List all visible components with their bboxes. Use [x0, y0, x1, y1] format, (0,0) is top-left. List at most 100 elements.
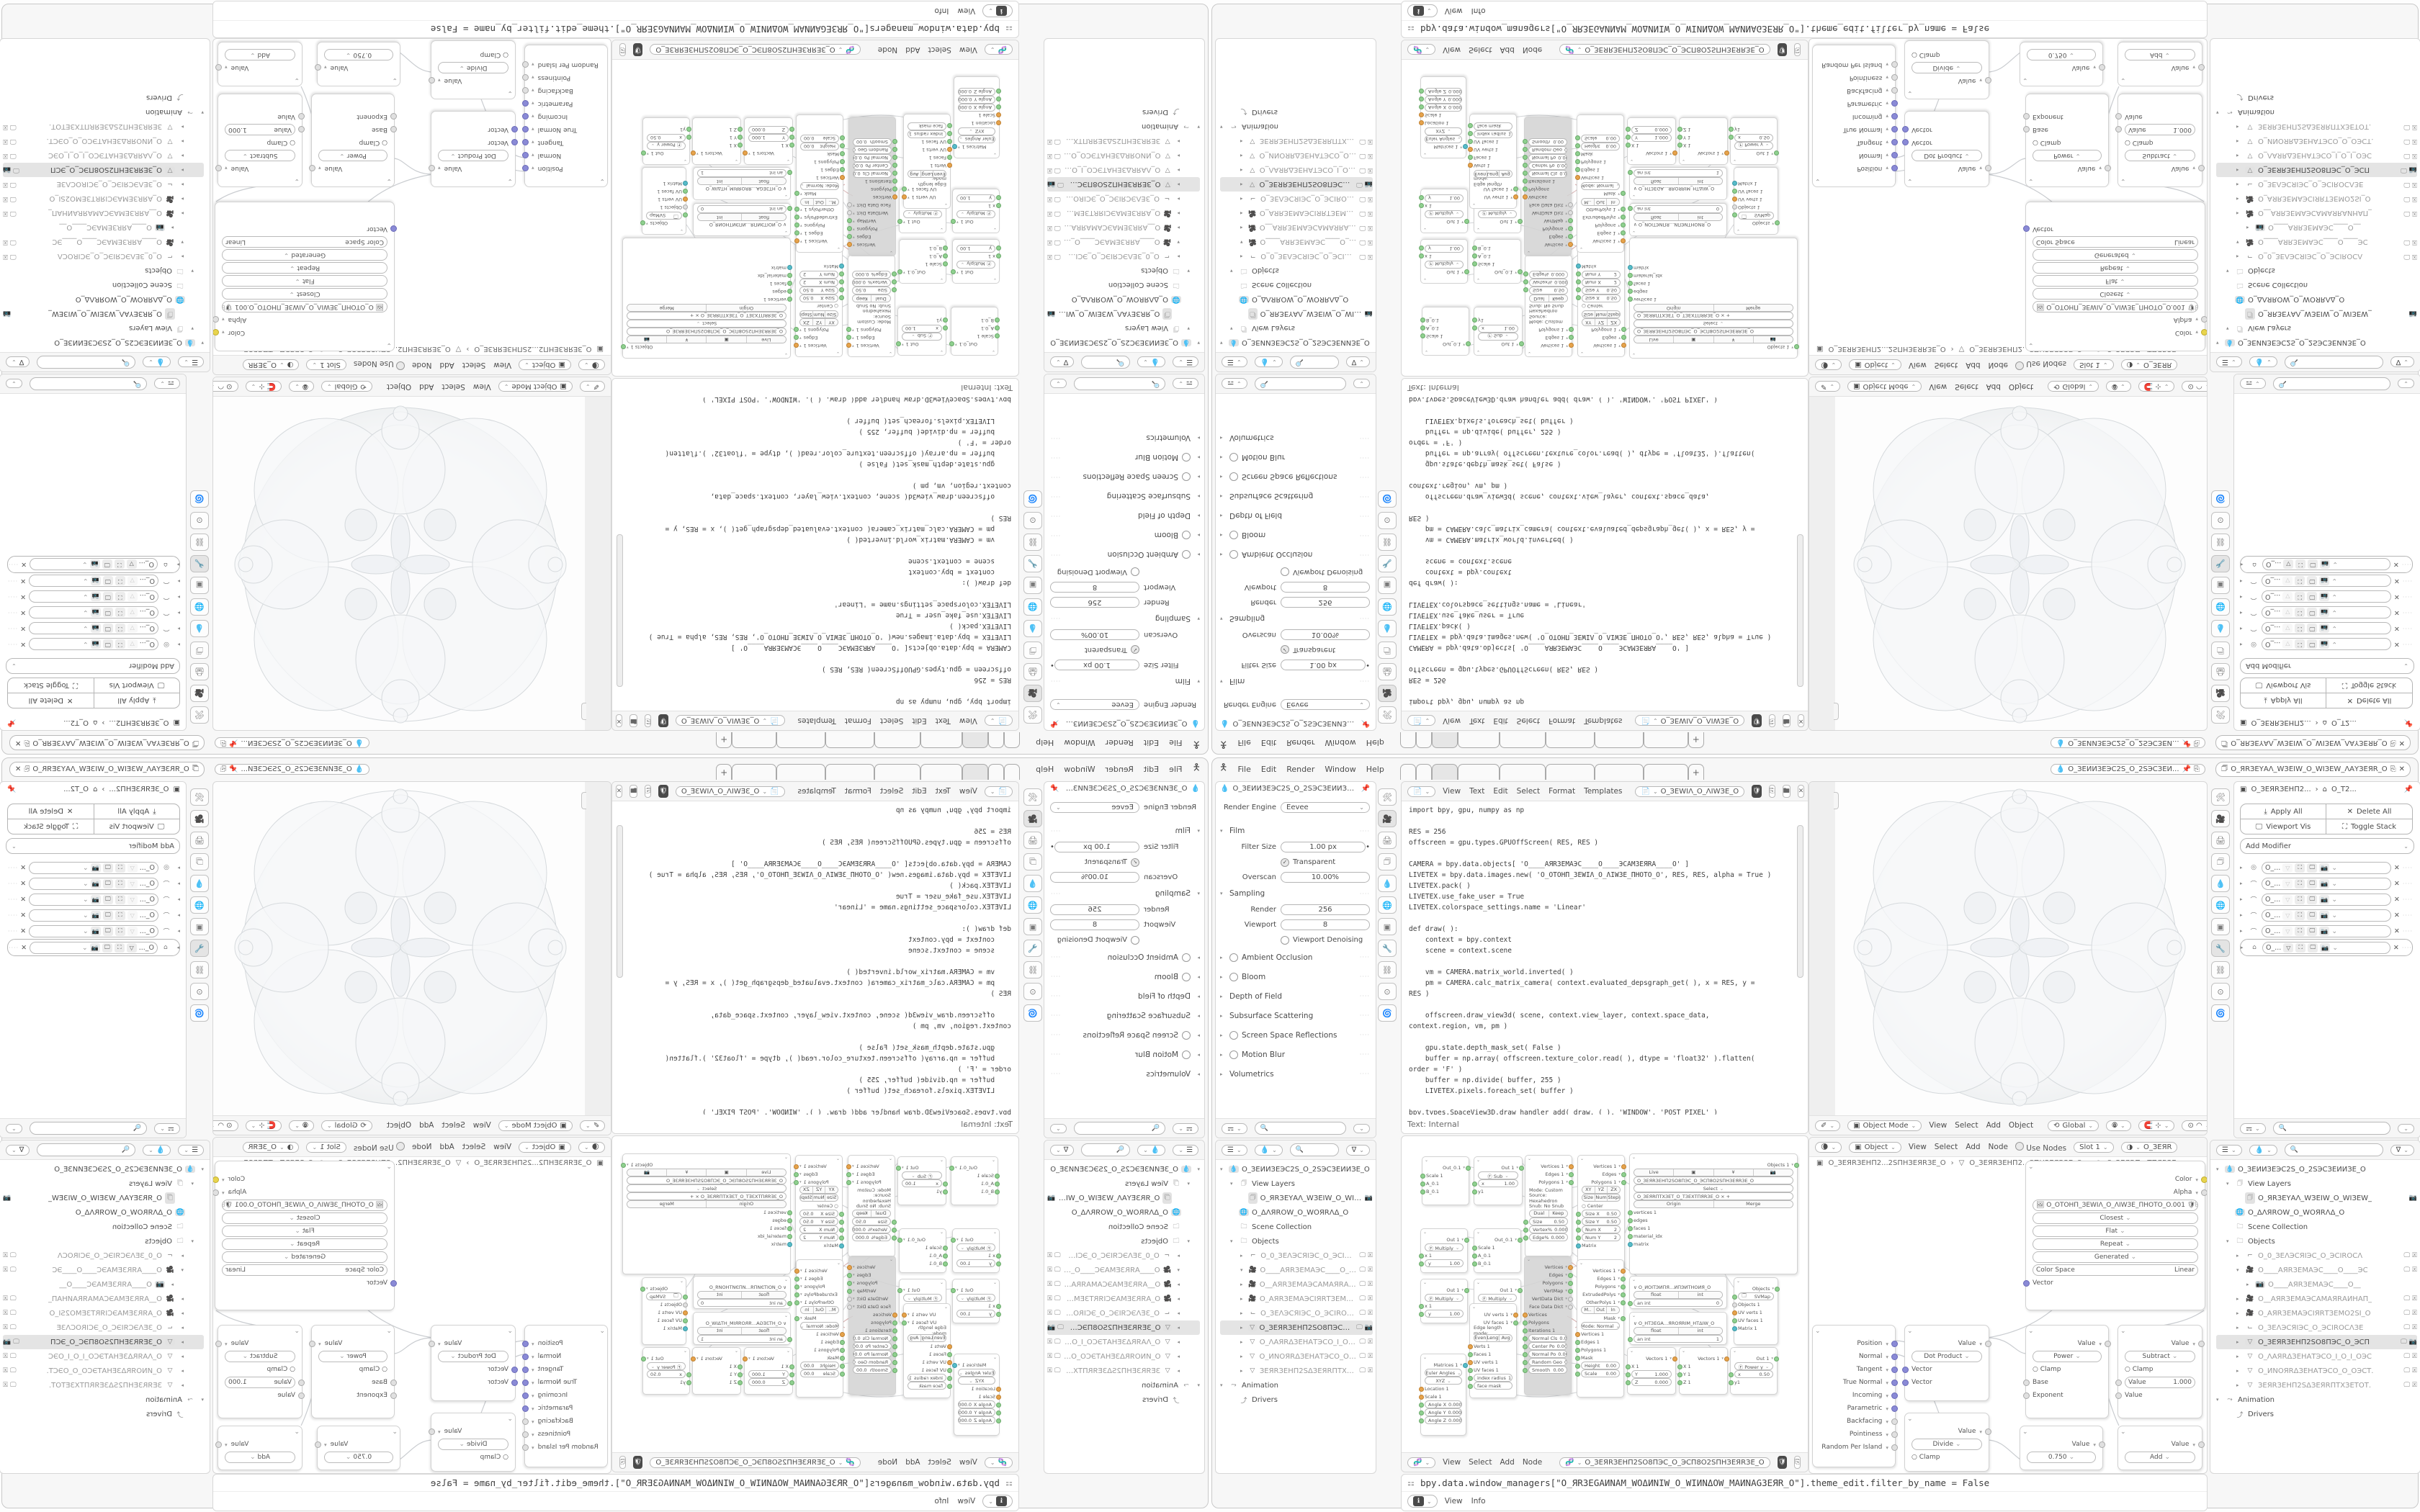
display-mode-dropdown[interactable]: ☰ ⌄ — [1222, 1144, 1247, 1156]
menu-edit[interactable]: Edit — [1493, 787, 1508, 796]
modifier-toggle-icon[interactable]: ⛶ — [2295, 942, 2306, 953]
properties-tab-icon-4[interactable]: 💧 — [1378, 875, 1397, 892]
checkbox-motion-blur[interactable] — [1182, 1050, 1191, 1059]
node[interactable]: ⌄ Out_0.1 ▾ Scale 1 A_0.1 B_0.1 — [1472, 239, 1523, 284]
menu-help[interactable]: Help — [1036, 738, 1054, 748]
modifier-toggle-icon[interactable]: ▽ — [2282, 910, 2293, 920]
outliner-row[interactable]: 🗇O_ЯRЗЕYАΛ_WЗЕIW_O_WIЗЕW_📷 — [2216, 1191, 2417, 1205]
outliner-row[interactable]: ▸ ⌙ O_ЗЕΛЭСЯIЭС_O_ЭСIRОСΛЗЕ 🖵 🗵 — [1240, 194, 1373, 203]
properties-tab-icon-3[interactable]: 🗇 — [190, 853, 209, 870]
filter-toggle[interactable]: ⚎ ⌄ — [154, 1122, 180, 1134]
outliner-row[interactable]: ▸▽ЗЕЯRЗЕНП2SΔЗЕЯRПТХЗЕТОТ.🖵🗵 — [3, 1381, 184, 1390]
properties-tab-icon-6[interactable]: ▣ — [2211, 918, 2230, 935]
properties-tab-icon-5[interactable]: 🌐 — [1378, 598, 1397, 616]
properties-tab-icon-9[interactable]: ⊙ — [1378, 983, 1397, 1000]
properties-tab-icon-7[interactable]: 🔧 — [1378, 940, 1397, 957]
menu-render[interactable]: Render — [1286, 764, 1315, 774]
menu-node[interactable]: Node — [1522, 1458, 1543, 1467]
section-motion-blur[interactable]: ▸ Motion Blur ···· — [1050, 453, 1200, 462]
outliner-row[interactable]: ▸▽O_ИNОЯRΔЗЕНАТЭСО_O_ОЭСТ.🖵🗵 — [1047, 1352, 1180, 1361]
modifier-toggle-icon[interactable]: 📷 — [90, 592, 101, 602]
properties-tab-icon-5[interactable]: 🌐 — [2211, 598, 2230, 616]
section-subsurface-scattering[interactable]: ▸ Subsurface Scattering ···· — [1050, 1011, 1200, 1020]
menu-select[interactable]: Select — [1934, 1143, 1958, 1151]
menu-info[interactable]: Info — [1471, 1497, 1486, 1506]
modifier-toggle-icon[interactable]: 📷 — [2319, 878, 2330, 888]
outliner-row[interactable]: 🗀 Scene Collection — [1240, 281, 1312, 289]
node[interactable]: ⌄ ∨ O_ИОIТЭИПЯ…ИПЭИТНОИЯ_O float int an int 0 — [1628, 203, 1727, 236]
search-input[interactable]: 🔍 — [1073, 377, 1166, 390]
close-icon[interactable]: ✕ — [2398, 739, 2405, 747]
node[interactable]: ⌄ Vertices 1 ▾ Edges 1 ▾ Polygons ▾ ExtrudedPol… — [794, 1259, 845, 1398]
modifier-toggle-icon[interactable]: ▽ — [2282, 576, 2293, 586]
properties-tab-icon-0[interactable]: 🛠 — [1378, 706, 1397, 724]
delete-modifier-icon[interactable]: ✕ — [2393, 911, 2400, 919]
new-copy-icon[interactable]: ⎘ — [645, 714, 652, 727]
outliner-row[interactable]: 🌐 O_ΔΛЯROW_O_WOЯRΛΔ_O — [2235, 295, 2345, 304]
python-code[interactable]: import bpy, gpu, numpy as np RES = 256 of… — [648, 806, 1011, 1117]
workspace-tab[interactable] — [776, 764, 826, 780]
menu-edit[interactable]: Edit — [1260, 764, 1277, 774]
section-depth-of-field[interactable]: ▸ Depth of Field ···· — [1220, 991, 1370, 1001]
outliner-row[interactable]: ▾ 🗇 View Layers — [1230, 324, 1295, 333]
outliner-row[interactable]: ▾ 🗇 View Layers — [1230, 1179, 1295, 1188]
checkbox-screen-space-reflections[interactable] — [1182, 472, 1191, 482]
editor-type-dropdown[interactable]: 🌘 ⌄ — [578, 359, 605, 371]
options-chevron[interactable]: ⌄ — [6, 1123, 22, 1133]
modifier-row[interactable]: ▸ ⌒ O_... ▽ ⛶ 🖵 📷 ⌄ ✕ ···· — [7, 621, 180, 636]
node[interactable]: ⌄ Value ▾ Power ⌄ ○ Clamp Base Exponent — [2023, 94, 2111, 187]
section-volumetrics[interactable]: ▸ Volumetrics ···· — [1050, 433, 1200, 443]
filter-id-dropdown[interactable]: 💧 ⌄ — [1254, 1144, 1283, 1156]
checkbox-motion-blur[interactable] — [1229, 1050, 1238, 1059]
node-tree-type-dropdown[interactable]: 🧬 ⌄ — [1407, 1457, 1436, 1468]
properties-tab-icon-8[interactable]: ⛓ — [2211, 534, 2230, 551]
field-render[interactable]: 256 — [1050, 597, 1139, 608]
properties-tab-icon-8[interactable]: ⛓ — [1023, 961, 1042, 978]
node[interactable]: ⌄ Out 1 ▾ Ⓕ Sub ⌄ x 1.00 y1 — [1472, 1156, 1524, 1205]
outliner-row[interactable]: 🗇O_ЯRЗЕYАΛ_WЗЕIW_O_WIЗЕW_📷 — [2216, 307, 2417, 321]
menu-render[interactable]: Render — [1105, 764, 1134, 774]
open-folder-icon[interactable]: 🖿 — [629, 785, 638, 798]
modifier-row[interactable]: ▸ ◎ O_... ▽ ⛶ 🖵 📷 ⌄ ✕ ···· — [2240, 636, 2413, 652]
node[interactable]: ⌄ Value ▾ Dot Product ⌄ Vector Vector — [429, 1325, 518, 1401]
unlink-icon[interactable]: ✕ — [1797, 785, 1805, 798]
node[interactable]: ⌄ Out_0.1 ▾ Scale 1 A_0.1 B_0.1 — [1420, 307, 1471, 356]
modifier-toggle-icon[interactable]: 🖵 — [2307, 894, 2318, 904]
outliner-row[interactable]: ▸ 📷 O____АЯRЗЕМАЭС____O__ — [59, 223, 174, 232]
python-code[interactable]: import bpy, gpu, numpy as np RES = 256 of… — [1409, 806, 1772, 1117]
node[interactable]: ⌄ ∨ O_ИОIТЭИПЯ…ИПЭИТНОИЯ_O float int an int 0 — [693, 1276, 792, 1309]
outliner-row[interactable]: ▸▽O_ΛАЯRΔЗЕНАТЭСО_I_O_I_ОЭС🖵🗵 — [1240, 1338, 1373, 1346]
orientation-dropdown[interactable]: ⟲ Global ⌄ — [321, 1120, 372, 1131]
node[interactable]: ⌄ Vertices ▾ Edges ▾ Polygons ▾ VertMap ▾ VertDat… — [1523, 117, 1573, 256]
modifier-toggle-icon[interactable]: ▽ — [126, 559, 137, 570]
outliner-row[interactable]: ▸▽O_ΛАЯRΔЗЕНАТЭСО_I_O_I_ОЭС🖵🗵 — [1047, 1338, 1180, 1346]
material-selector[interactable]: ◑ ⌄ O_ЗЕЯR — [2120, 359, 2178, 371]
checkbox-transparent[interactable]: ✓ — [1281, 645, 1289, 654]
outliner-row[interactable]: ▸▽O_ЗЕЯRЗЕНП2SО8ПЭС_O_ЭСП🖵📷 — [1047, 1320, 1200, 1335]
outliner-row[interactable]: ▾ 💧 O_ЗЕИИЗЕЭС2S_O_2SЭСЗЕИИЗЕ_O — [2216, 1165, 2366, 1174]
checkbox-bloom[interactable] — [1229, 531, 1238, 540]
apply-all-button[interactable]: ⤓ Apply All — [94, 804, 180, 819]
orientation-dropdown[interactable]: ⟲ Global ⌄ — [2048, 1120, 2099, 1131]
section-sampling[interactable]: ▾ Sampling ···· — [1220, 614, 1370, 623]
workspace-tab[interactable] — [1457, 732, 1500, 748]
outliner-row[interactable]: ▾ 💧 O_ЗЕИИЗЕЭС2S_O_2SЭСЗЕИИЗЕ_O — [54, 1165, 204, 1174]
outliner-row[interactable]: ▸▽O_ЗЕЯRЗЕНП2SО8ПЭС_O_ЭСП🖵📷 — [3, 1335, 204, 1349]
outliner-row[interactable]: ▸▽O_ΛАЯRΔЗЕНАТЭСО_I_O_I_ОЭС🖵🗵 — [1047, 166, 1180, 174]
menu-text[interactable]: Text — [1469, 716, 1485, 725]
outliner-row[interactable]: ▾🎥O____АЯRЗЕМАЭС____O____ЭС🖵🗵 — [1047, 238, 1180, 246]
copy-icon[interactable]: ⎘ — [2193, 739, 2200, 747]
modifier-toggle-icon[interactable]: ⛶ — [2295, 863, 2305, 873]
menu-view[interactable]: View — [1908, 361, 1927, 369]
checkbox-bloom[interactable] — [1182, 972, 1191, 981]
node[interactable]: ⌄ Vertices 1 ▾ Edges 1 ▾ Polygons ▾ ExtrudedPol… — [794, 114, 845, 253]
editor-type-dropdown[interactable]: ℹ ⌄ — [982, 1495, 1013, 1508]
outliner-row[interactable]: ▸▽O_ΛАЯRΔЗЕНАТЭСО_I_O_I_ОЭС🖵🗵 — [2236, 1352, 2417, 1361]
menu-templates[interactable]: Templates — [1584, 787, 1623, 796]
outliner-row[interactable]: ⤴ Drivers — [146, 93, 184, 102]
delete-modifier-icon[interactable]: ✕ — [2393, 863, 2400, 872]
properties-tab-icon-3[interactable]: 🗇 — [1023, 853, 1042, 870]
filter-id-dropdown[interactable]: 💧 ⌄ — [1137, 1144, 1166, 1156]
add-modifier-dropdown[interactable]: Add Modifier ⌄ — [6, 838, 180, 854]
node[interactable]: ⌄ Objects ▾ 🗔 SVMap Objects 1 UV verts 1 UV fac… — [640, 1277, 688, 1345]
